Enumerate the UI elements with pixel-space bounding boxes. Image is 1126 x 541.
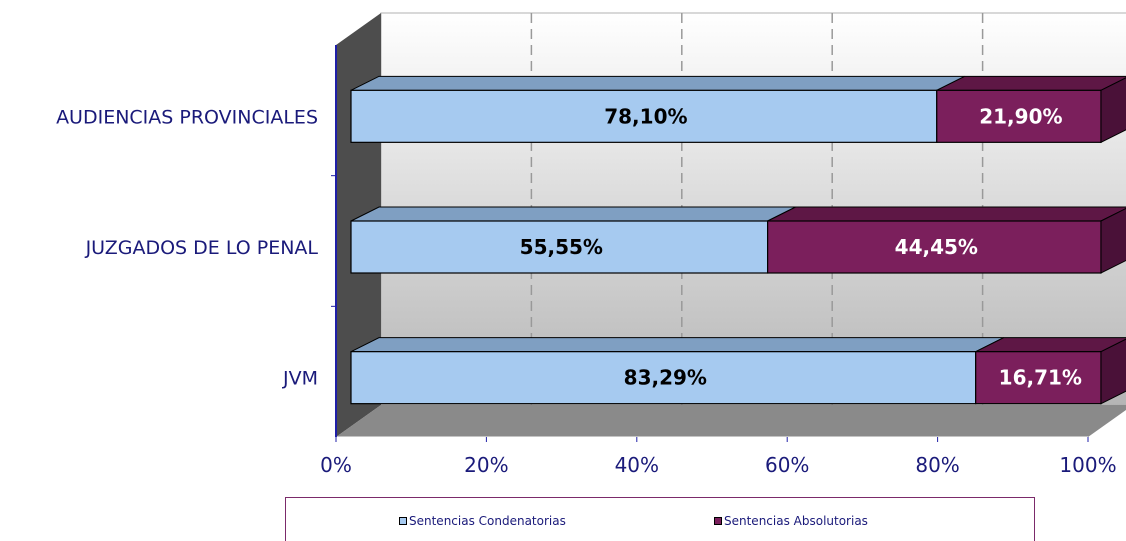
bar-top-face bbox=[350, 75, 965, 91]
bar-segment bbox=[350, 351, 977, 405]
bar-top-face bbox=[350, 337, 1004, 353]
bar-segment bbox=[936, 89, 1102, 143]
floor bbox=[336, 405, 1126, 437]
data-label: 44,45% bbox=[895, 235, 978, 259]
bar-side-face bbox=[1100, 338, 1126, 405]
bar-top-face bbox=[767, 206, 1126, 222]
data-label: 55,55% bbox=[520, 235, 603, 259]
bar-side-face bbox=[1100, 77, 1126, 144]
x-tick-label: 80% bbox=[915, 453, 959, 477]
data-label: 21,90% bbox=[979, 104, 1062, 128]
x-tick-label: 40% bbox=[615, 453, 659, 477]
bar-segment bbox=[767, 220, 1102, 274]
bar-side-face bbox=[1100, 207, 1126, 274]
bar-segment bbox=[350, 220, 769, 274]
bar-segment bbox=[975, 351, 1102, 405]
chart-plot: AUDIENCIAS PROVINCIALES JUZGADOS DE LO PE… bbox=[56, 12, 1126, 477]
legend: Sentencias Condenatorias Sentencias Abso… bbox=[285, 497, 1035, 541]
legend-item-absolutorias: Sentencias Absolutorias bbox=[714, 514, 868, 528]
x-tick-label: 20% bbox=[464, 453, 508, 477]
bar-top-face bbox=[350, 206, 796, 222]
legend-label-absolutorias: Sentencias Absolutorias bbox=[724, 514, 868, 528]
x-tick-label: 0% bbox=[320, 453, 352, 477]
category-label: JUZGADOS DE LO PENAL bbox=[85, 237, 319, 259]
category-label: JVM bbox=[282, 368, 318, 390]
legend-swatch-absolutorias bbox=[714, 517, 722, 525]
data-label: 16,71% bbox=[999, 366, 1082, 390]
legend-label-condenatorias: Sentencias Condenatorias bbox=[409, 514, 566, 528]
x-tick-label: 100% bbox=[1059, 453, 1116, 477]
x-tick-label: 60% bbox=[765, 453, 809, 477]
legend-swatch-condenatorias bbox=[399, 517, 407, 525]
category-label: AUDIENCIAS PROVINCIALES bbox=[56, 106, 318, 128]
data-label: 83,29% bbox=[624, 366, 707, 390]
bar-segment bbox=[350, 89, 938, 143]
bar-top-face bbox=[936, 75, 1126, 91]
data-label: 78,10% bbox=[604, 104, 687, 128]
legend-item-condenatorias: Sentencias Condenatorias bbox=[399, 514, 566, 528]
